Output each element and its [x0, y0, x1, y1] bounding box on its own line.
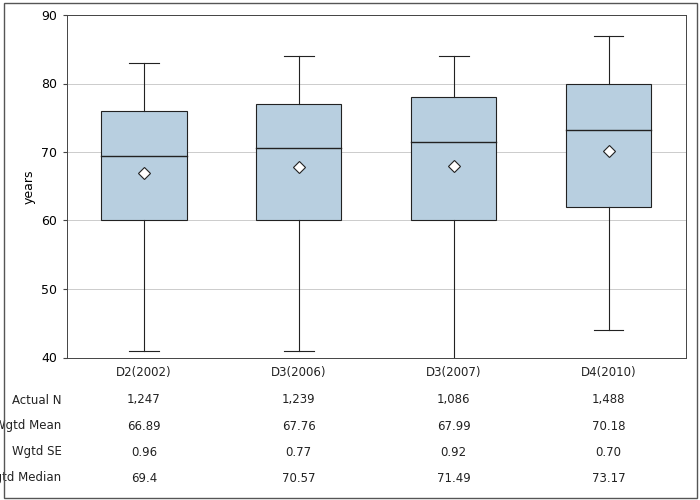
FancyBboxPatch shape [102, 111, 186, 220]
Text: D2(2002): D2(2002) [116, 366, 172, 379]
FancyBboxPatch shape [256, 104, 342, 220]
Text: 70.57: 70.57 [282, 472, 316, 484]
Text: D3(2007): D3(2007) [426, 366, 482, 379]
FancyBboxPatch shape [566, 84, 651, 207]
Text: 1,086: 1,086 [437, 394, 470, 406]
Y-axis label: years: years [23, 169, 36, 203]
Text: 0.92: 0.92 [440, 446, 467, 458]
Text: 0.70: 0.70 [596, 446, 622, 458]
Text: 1,239: 1,239 [282, 394, 316, 406]
Text: D4(2010): D4(2010) [581, 366, 636, 379]
FancyBboxPatch shape [411, 97, 496, 220]
Text: 67.76: 67.76 [282, 420, 316, 432]
Text: Wgtd Median: Wgtd Median [0, 472, 62, 484]
Text: 1,488: 1,488 [592, 394, 625, 406]
Text: 1,247: 1,247 [127, 394, 161, 406]
Text: Actual N: Actual N [12, 394, 62, 406]
Text: 73.17: 73.17 [592, 472, 625, 484]
Text: D3(2006): D3(2006) [271, 366, 327, 379]
Text: 0.77: 0.77 [286, 446, 312, 458]
Text: 70.18: 70.18 [592, 420, 625, 432]
Text: 69.4: 69.4 [131, 472, 157, 484]
Text: 0.96: 0.96 [131, 446, 157, 458]
Text: 67.99: 67.99 [437, 420, 470, 432]
Text: Wgtd Mean: Wgtd Mean [0, 420, 62, 432]
Text: 66.89: 66.89 [127, 420, 161, 432]
Text: Wgtd SE: Wgtd SE [12, 446, 62, 458]
Text: 71.49: 71.49 [437, 472, 470, 484]
